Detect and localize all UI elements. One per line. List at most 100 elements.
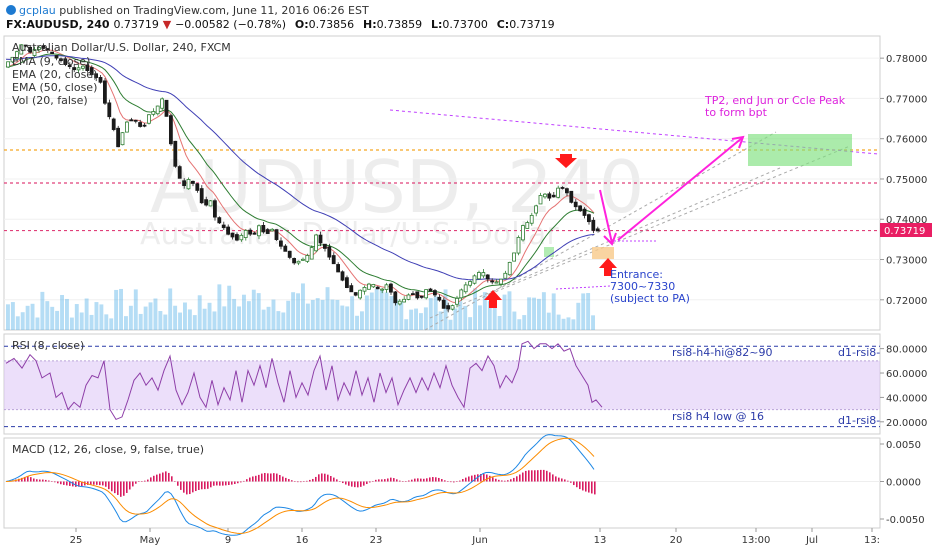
volume-bar — [79, 312, 84, 330]
macd-histogram-bar — [51, 481, 53, 482]
macd-histogram-bar — [69, 481, 71, 486]
macd-histogram-bar — [405, 481, 407, 482]
macd-histogram-bar — [402, 481, 404, 482]
macd-histogram-bar — [528, 470, 530, 482]
close-value: 0.73719 — [509, 18, 555, 31]
macd-histogram-bar — [462, 479, 464, 482]
macd-histogram-bar — [585, 481, 587, 492]
candle-body — [410, 293, 415, 296]
candle-body — [476, 272, 481, 280]
candle-body — [305, 255, 310, 262]
macd-histogram-bar — [318, 474, 320, 482]
macd-histogram-bar — [54, 481, 56, 483]
candle-body — [111, 118, 116, 130]
candle-body — [547, 193, 552, 199]
candle-body — [72, 67, 76, 71]
volume-bar — [517, 319, 522, 330]
volume-bar — [419, 313, 423, 330]
volume-bar — [532, 297, 536, 330]
candle-body — [37, 46, 41, 50]
candle-body — [151, 111, 156, 115]
price-change: −0.00582 (−0.78%) — [175, 18, 287, 31]
candle-body — [125, 121, 129, 133]
volume-bar — [192, 315, 197, 330]
macd-axis-label: -0.0050 — [886, 515, 925, 526]
candle-body — [10, 56, 15, 63]
macd-histogram-bar — [108, 481, 110, 490]
macd-legend: MACD (12, 26, close, 9, false, true) — [12, 443, 204, 456]
macd-histogram-bar — [183, 481, 185, 493]
macd-histogram-bar — [591, 481, 593, 494]
candle-body — [278, 240, 283, 247]
macd-histogram-bar — [243, 480, 245, 482]
volume-bar — [301, 283, 305, 330]
volume-bar — [60, 294, 64, 330]
macd-histogram-bar — [573, 481, 575, 486]
macd-histogram-bar — [156, 474, 158, 482]
rsi-indicator: 80.0000 60.0000 40.0000 20.0000 — [4, 340, 927, 429]
rsi-d1-annotation-low: d1-rsi8- — [838, 414, 880, 427]
volume-bar — [261, 309, 266, 330]
candle-body — [384, 284, 389, 290]
candle-body — [591, 219, 596, 231]
indicator-legend: EMA (9, close)EMA (20, close)EMA (50, cl… — [12, 55, 97, 107]
macd-histogram-bar — [501, 480, 503, 482]
candle-body — [428, 288, 433, 292]
macd-histogram-bar — [396, 479, 398, 482]
volume-bar — [320, 299, 325, 330]
username[interactable]: gcplau — [19, 4, 56, 17]
volume-bar — [143, 306, 148, 330]
entry-zone — [592, 247, 614, 259]
volume-bar — [561, 318, 566, 330]
macd-histogram-bar — [120, 481, 122, 497]
candle-body — [274, 229, 279, 240]
candle-body — [402, 298, 407, 303]
candle-body — [292, 258, 297, 264]
chart-canvas[interactable]: AUDUSD, 240 Australian Dollar/U.S. Dolla… — [0, 32, 932, 550]
candle-body — [98, 77, 103, 83]
volume-bar — [65, 298, 69, 330]
symbol-label[interactable]: FX:AUDUSD, 240 — [6, 18, 110, 31]
volume-bar — [148, 302, 153, 330]
macd-histogram-bar — [147, 479, 149, 482]
volume-bar — [237, 306, 241, 330]
volume-bar — [178, 312, 182, 330]
rsi-band — [4, 360, 880, 410]
macd-histogram-bar — [195, 481, 197, 492]
macd-histogram-bar — [342, 481, 344, 484]
macd-histogram-bar — [213, 481, 215, 486]
candle-body — [270, 228, 275, 232]
candle-body — [472, 275, 477, 284]
macd-histogram-bar — [381, 479, 383, 482]
volume-bar — [487, 301, 492, 330]
macd-signal-line — [5, 437, 595, 535]
macd-histogram-bar — [90, 481, 92, 485]
quote-line: FX:AUDUSD, 240 0.73719 ▼ −0.00582 (−0.78… — [6, 18, 555, 31]
candle-body — [327, 246, 332, 258]
rsi-axis-label: 80.0000 — [886, 345, 927, 356]
price-grid — [4, 57, 880, 301]
macd-histogram-bar — [180, 481, 182, 490]
macd-histogram-bar — [384, 479, 386, 482]
macd-histogram-bar — [174, 481, 176, 482]
volume-bar — [527, 297, 532, 330]
candle-body — [23, 44, 28, 47]
ema-20-line — [5, 53, 595, 299]
macd-histogram-bar — [435, 477, 437, 482]
volume-bar — [74, 304, 79, 330]
candle-body — [182, 180, 187, 186]
volume-bar — [541, 292, 546, 330]
macd-histogram-bar — [24, 476, 26, 482]
volume-bar — [217, 284, 222, 330]
macd-histogram-bar — [330, 476, 332, 482]
volume-bar — [310, 299, 315, 330]
macd-histogram-bar — [579, 481, 581, 490]
macd-histogram-bar — [408, 480, 410, 482]
macd-histogram-bar — [588, 481, 590, 493]
macd-pane[interactable] — [3, 437, 881, 529]
tp2-target-zone — [748, 134, 852, 166]
time-axis-label: 20 — [670, 535, 683, 546]
candle-body — [177, 166, 182, 179]
tp2-annotation-line2: to form bpt — [705, 106, 768, 119]
watermark-name: Australian Dollar/U.S. Dollar — [140, 217, 559, 252]
